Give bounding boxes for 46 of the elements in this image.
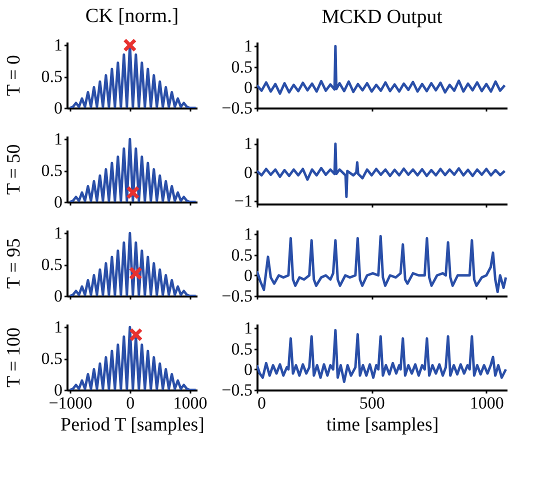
line-series [257, 44, 506, 95]
y-tick-label: −0.5 [222, 98, 252, 118]
line-series [257, 142, 506, 198]
chart-title: MCKD Output [322, 6, 443, 28]
y-axis-title: T = 95 [4, 238, 24, 289]
y-axis-title: T = 100 [4, 328, 24, 388]
y-tick-label: 0.5 [41, 161, 62, 180]
y-axis-title: T = 50 [4, 144, 24, 195]
y-tick-label: −0.5 [222, 380, 252, 400]
y-tick-label: 0 [54, 286, 62, 306]
y-tick-label: 1 [244, 224, 252, 244]
y-tick-label: 1 [244, 318, 252, 338]
y-tick-label: 1 [244, 134, 252, 154]
y-tick-label: 0.5 [231, 57, 252, 76]
x-tick-label: 500 [359, 394, 385, 412]
line-series [68, 138, 197, 202]
y-axis-title: T = 0 [4, 55, 24, 96]
x-tick-label: 1000 [470, 394, 504, 412]
y-tick-label: 0 [244, 360, 252, 379]
x-axis-title: time [samples] [326, 414, 439, 436]
y-tick-label: −1 [234, 192, 252, 211]
x-axis-title: Period T [samples] [60, 414, 204, 436]
y-tick-label: 0.5 [41, 67, 62, 86]
y-tick-label: −0.5 [222, 286, 252, 306]
line-series [68, 326, 197, 390]
x-tick-label: 0 [126, 394, 135, 412]
y-tick-label: 1 [54, 130, 62, 149]
y-tick-label: 0.5 [231, 245, 252, 264]
y-tick-label: 0 [244, 266, 252, 285]
line-series [257, 234, 507, 294]
line-series [257, 328, 507, 383]
y-tick-label: 0 [244, 78, 252, 97]
y-tick-label: 0.5 [41, 349, 62, 368]
y-tick-label: 0.5 [231, 339, 252, 358]
y-tick-label: 0 [54, 98, 62, 118]
y-tick-label: 1 [54, 224, 62, 243]
x-tick-label: 1000 [173, 394, 208, 412]
y-tick-label: 0 [54, 192, 62, 212]
y-tick-label: 0 [244, 162, 252, 182]
chart-title: CK [norm.] [85, 5, 179, 28]
x-tick-label: 0 [258, 394, 266, 412]
y-tick-label: 1 [54, 36, 62, 55]
y-tick-label: 1 [54, 318, 62, 337]
y-tick-label: 0.5 [41, 255, 62, 274]
line-series [68, 232, 197, 296]
y-tick-label: 1 [244, 36, 252, 56]
